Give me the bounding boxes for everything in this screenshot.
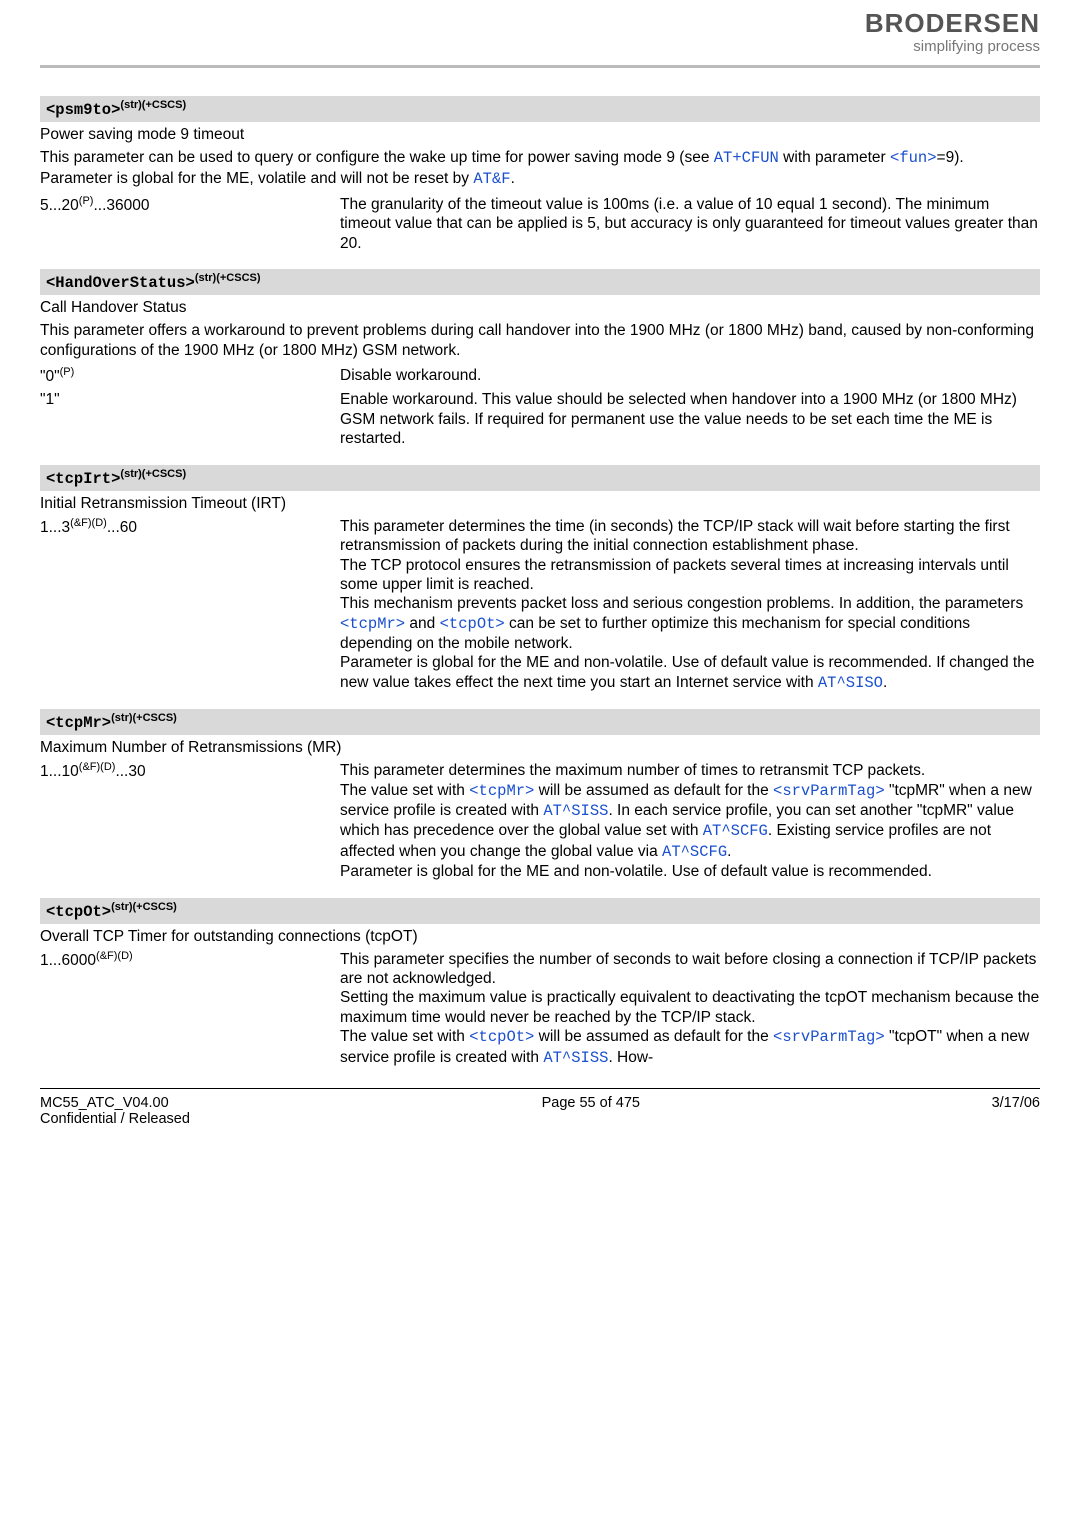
param-key: 5...20(P)...36000: [40, 193, 340, 255]
brand-name: BRODERSEN: [865, 10, 1040, 36]
table-row: 5...20(P)...36000The granularity of the …: [40, 193, 1040, 255]
param-key: "1": [40, 388, 340, 450]
param-value: Disable workaround.: [340, 364, 1040, 389]
footer-date: 3/17/06: [992, 1095, 1040, 1127]
param-header-tcpMr: <tcpMr>(str)(+CSCS): [40, 709, 1040, 735]
param-header-psm9to: <psm9to>(str)(+CSCS): [40, 96, 1040, 122]
param-table: "0"(P)Disable workaround."1"Enable worka…: [40, 364, 1040, 451]
brand-logo: BRODERSEN simplifying process: [865, 10, 1040, 55]
at-command: AT^SISS: [543, 802, 608, 820]
param-header-handover: <HandOverStatus>(str)(+CSCS): [40, 269, 1040, 295]
section-title: Maximum Number of Retransmissions (MR): [40, 739, 1040, 757]
at-command: AT&F: [473, 170, 510, 188]
at-command: AT^SCFG: [662, 843, 727, 861]
footer-confidential: Confidential / Released: [40, 1111, 190, 1127]
at-command: <fun>: [890, 149, 937, 167]
at-command: AT^SISS: [543, 1049, 608, 1067]
at-command: <srvParmTag>: [773, 1028, 885, 1046]
footer-left: MC55_ATC_V04.00 Confidential / Released: [40, 1095, 190, 1127]
param-table: 1...10(&F)(D)...30This parameter determi…: [40, 759, 1040, 883]
param-table: 1...6000(&F)(D)This parameter specifies …: [40, 948, 1040, 1070]
param-key: 1...6000(&F)(D): [40, 948, 340, 1070]
at-command: <tcpOt>: [469, 1028, 534, 1046]
at-command: AT^SISO: [818, 674, 883, 692]
footer-rule: [40, 1088, 1040, 1089]
section-title: Call Handover Status: [40, 299, 1040, 317]
param-key: "0"(P): [40, 364, 340, 389]
param-key: 1...3(&F)(D)...60: [40, 515, 340, 695]
section-title: Initial Retransmission Timeout (IRT): [40, 495, 1040, 513]
param-header-tcpIrt: <tcpIrt>(str)(+CSCS): [40, 465, 1040, 491]
header-rule: [40, 65, 1040, 68]
section-intro: This parameter offers a workaround to pr…: [40, 321, 1040, 360]
section-intro: This parameter can be used to query or c…: [40, 148, 1040, 189]
table-row: "0"(P)Disable workaround.: [40, 364, 1040, 389]
at-command: AT^SCFG: [703, 822, 768, 840]
sections-container: <psm9to>(str)(+CSCS) Power saving mode 9 …: [40, 96, 1040, 1070]
param-table: 5...20(P)...36000The granularity of the …: [40, 193, 1040, 255]
footer-page: Page 55 of 475: [542, 1095, 640, 1127]
brand-tagline: simplifying process: [865, 38, 1040, 55]
section-title: Overall TCP Timer for outstanding connec…: [40, 928, 1040, 946]
param-value: This parameter specifies the number of s…: [340, 948, 1040, 1070]
param-value: The granularity of the timeout value is …: [340, 193, 1040, 255]
param-value: This parameter determines the maximum nu…: [340, 759, 1040, 883]
footer-doc-id: MC55_ATC_V04.00: [40, 1095, 169, 1111]
header: BRODERSEN simplifying process: [40, 0, 1040, 59]
at-command: <tcpMr>: [469, 782, 534, 800]
at-command: AT+CFUN: [714, 149, 779, 167]
footer: MC55_ATC_V04.00 Confidential / Released …: [40, 1093, 1040, 1145]
page: BRODERSEN simplifying process <psm9to>(s…: [0, 0, 1080, 1145]
at-command: <tcpOt>: [440, 615, 505, 633]
section-title: Power saving mode 9 timeout: [40, 126, 1040, 144]
param-header-tcpOt: <tcpOt>(str)(+CSCS): [40, 898, 1040, 924]
param-key: 1...10(&F)(D)...30: [40, 759, 340, 883]
param-value: Enable workaround. This value should be …: [340, 388, 1040, 450]
param-value: This parameter determines the time (in s…: [340, 515, 1040, 695]
table-row: "1"Enable workaround. This value should …: [40, 388, 1040, 450]
table-row: 1...6000(&F)(D)This parameter specifies …: [40, 948, 1040, 1070]
param-table: 1...3(&F)(D)...60This parameter determin…: [40, 515, 1040, 695]
at-command: <tcpMr>: [340, 615, 405, 633]
table-row: 1...10(&F)(D)...30This parameter determi…: [40, 759, 1040, 883]
at-command: <srvParmTag>: [773, 782, 885, 800]
table-row: 1...3(&F)(D)...60This parameter determin…: [40, 515, 1040, 695]
